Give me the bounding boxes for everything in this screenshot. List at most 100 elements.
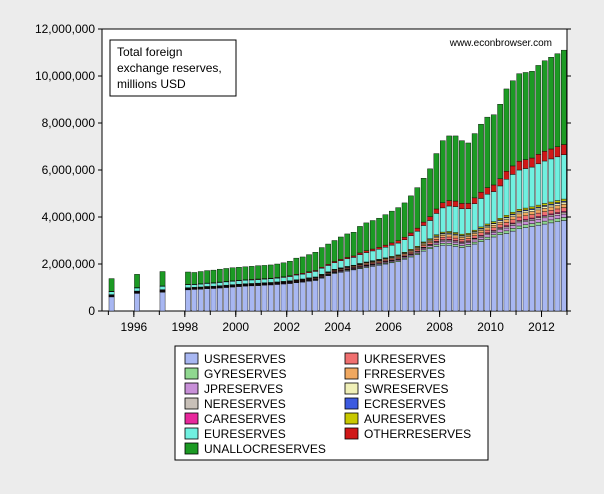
bar-segment-swreserves — [555, 204, 560, 206]
bar-stack — [236, 267, 241, 311]
bar-segment-gyreserves — [529, 224, 534, 227]
bar-segment-otherreserves — [389, 243, 394, 245]
bar-segment-frreserves — [427, 241, 432, 243]
bar-stack — [529, 71, 534, 311]
bar-segment-usreserves — [294, 283, 299, 311]
bar-segment-gyreserves — [542, 221, 547, 224]
bar-stack — [198, 272, 203, 311]
bar-segment-usreserves — [185, 290, 190, 311]
bar-segment-ukreserves — [561, 208, 566, 212]
bar-segment-unallocreserves — [542, 61, 547, 151]
bar-segment-usreserves — [517, 229, 522, 311]
bar-segment-unallocreserves — [536, 65, 541, 154]
bar-segment-otherreserves — [415, 228, 420, 231]
x-tick-label: 2006 — [375, 320, 402, 334]
bar-stack — [205, 271, 210, 311]
bar-segment-frreserves — [466, 236, 471, 238]
bar-segment-unallocreserves — [408, 196, 413, 233]
bar-segment-usreserves — [472, 244, 477, 311]
bar-segment-swreserves — [536, 208, 541, 210]
bar-segment-usreserves — [313, 280, 318, 311]
bar-segment-swreserves — [542, 206, 547, 208]
bar-segment-usreserves — [421, 251, 426, 311]
bar-segment-unallocreserves — [389, 211, 394, 243]
bar-segment-aureserves — [517, 209, 522, 211]
bar-segment-swreserves — [529, 210, 534, 212]
legend-swatch — [345, 428, 358, 439]
bar-segment-swreserves — [548, 205, 553, 207]
bar-segment-otherreserves — [447, 201, 452, 206]
bar-segment-otherreserves — [345, 257, 350, 258]
bar-stack — [300, 257, 305, 311]
bar-segment-usreserves — [491, 237, 496, 311]
bar-segment-unallocreserves — [262, 265, 267, 278]
bar-stack — [275, 264, 280, 311]
bar-stack — [555, 54, 560, 311]
bar-segment-unallocreserves — [326, 244, 331, 264]
bar-segment-unallocreserves — [517, 74, 522, 161]
bar-segment-otherreserves — [364, 251, 369, 253]
bar-segment-otherreserves — [453, 201, 458, 207]
legend-swatch — [185, 428, 198, 439]
bar-segment-eureserves — [504, 179, 509, 215]
bar-segment-otherreserves — [396, 241, 401, 243]
bar-segment-frreserves — [434, 238, 439, 240]
bar-segment-unallocreserves — [338, 237, 343, 259]
bar-segment-nereserves — [510, 224, 515, 226]
legend-swatch — [345, 383, 358, 394]
bar-segment-eureserves — [294, 275, 299, 280]
legend-label: NERESERVES — [204, 397, 286, 411]
bar-segment-nereserves — [542, 216, 547, 218]
bar-segment-usreserves — [510, 231, 515, 311]
bar-segment-ukreserves — [548, 210, 553, 214]
bar-segment-eureserves — [555, 157, 560, 201]
legend-label: SWRESERVES — [364, 382, 448, 396]
bar-segment-gyreserves — [517, 226, 522, 229]
bar-segment-otherreserves — [472, 198, 477, 204]
bar-segment-otherreserves — [523, 160, 528, 169]
bar-segment-otherreserves — [408, 233, 413, 236]
bar-segment-jpreserves — [548, 217, 553, 220]
bar-segment-eureserves — [466, 209, 471, 234]
legend-label: FRRESERVES — [364, 367, 445, 381]
bar-segment-otherreserves — [504, 171, 509, 179]
bar-segment-eureserves — [313, 271, 318, 277]
bar-segment-gyreserves — [447, 243, 452, 245]
bar-segment-eureserves — [230, 281, 235, 284]
bar-segment-eureserves — [243, 280, 248, 283]
bar-segment-unallocreserves — [478, 124, 483, 192]
bar-segment-gyreserves — [523, 225, 528, 228]
bar-segment-eureserves — [364, 253, 369, 262]
bar-segment-unallocreserves — [472, 134, 477, 198]
bar-segment-eureserves — [255, 280, 260, 284]
bar-segment-unallocreserves — [485, 117, 490, 187]
bar-segment-gyreserves — [485, 237, 490, 239]
bar-segment-gyreserves — [561, 217, 566, 220]
legend-swatch — [345, 398, 358, 409]
bar-segment-unallocreserves — [447, 136, 452, 201]
bar-segment-unallocreserves — [217, 269, 222, 282]
bar-segment-aureserves — [523, 208, 528, 210]
bar-segment-unallocreserves — [548, 57, 553, 149]
bar-segment-eureserves — [440, 208, 445, 232]
bar-segment-usreserves — [453, 246, 458, 311]
bar-stack — [459, 141, 464, 311]
bar-segment-usreserves — [268, 285, 273, 311]
bar-segment-unallocreserves — [345, 234, 350, 257]
legend-label: EURESERVES — [204, 427, 286, 441]
bar-segment-otherreserves — [536, 154, 541, 163]
bar-segment-unallocreserves — [466, 143, 471, 203]
bar-stack — [396, 208, 401, 311]
bar-segment-jpreserves — [427, 246, 432, 248]
bar-segment-eureserves — [548, 159, 553, 202]
bar-segment-eureserves — [134, 288, 139, 291]
bar-segment-aureserves — [561, 199, 566, 201]
bar-segment-otherreserves — [491, 185, 496, 192]
bar-segment-eureserves — [523, 169, 528, 209]
legend-label: OTHERRESERVES — [364, 427, 471, 441]
bar-segment-nereserves — [548, 215, 553, 217]
bar-stack — [217, 269, 222, 311]
bar-segment-jpreserves — [453, 242, 458, 244]
bar-segment-eureserves — [408, 236, 413, 250]
